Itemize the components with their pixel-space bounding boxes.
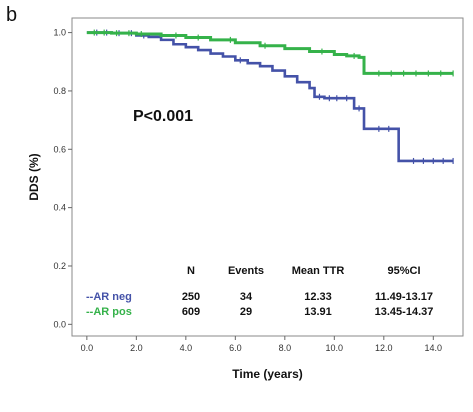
table-header: 95%CI	[387, 265, 420, 277]
table-cell: 12.33	[304, 291, 332, 303]
series-line-ar-neg	[86, 31, 454, 163]
x-tick-label: 8.0	[279, 343, 292, 353]
y-tick-label: 0.0	[53, 319, 66, 329]
table-header: N	[187, 265, 195, 277]
y-tick-label: 0.6	[53, 144, 66, 154]
table-cell: 250	[182, 291, 200, 303]
x-tick-label: 0.0	[81, 343, 94, 353]
x-tick-label: 4.0	[180, 343, 193, 353]
table-cell: 11.49-13.17	[375, 291, 433, 303]
y-tick-label: 0.8	[53, 86, 66, 96]
y-tick-label: 0.2	[53, 261, 66, 271]
table-cell: 13.45-14.37	[375, 306, 434, 318]
x-tick-label: 10.0	[326, 343, 344, 353]
x-tick-label: 6.0	[229, 343, 242, 353]
x-tick-label: 12.0	[375, 343, 393, 353]
y-tick-label: 1.0	[53, 28, 66, 38]
table-row-label: --AR pos	[86, 306, 132, 318]
panel-label: b	[6, 4, 18, 26]
x-axis-label: Time (years)	[232, 367, 302, 381]
p-value-annotation: P<0.001	[133, 108, 193, 125]
x-tick-label: 14.0	[425, 343, 443, 353]
table-cell: 29	[240, 306, 252, 318]
table-cell: 609	[182, 306, 200, 318]
x-tick-label: 2.0	[130, 343, 143, 353]
y-axis-label: DDS (%)	[27, 153, 41, 200]
series-line-ar-pos	[86, 31, 454, 75]
table-cell: 34	[240, 291, 253, 303]
table-header: Events	[228, 265, 264, 277]
table-row-label: --AR neg	[86, 291, 132, 303]
table-header: Mean TTR	[292, 265, 345, 277]
plot-frame	[71, 17, 464, 337]
table-cell: 13.91	[304, 306, 332, 318]
y-tick-label: 0.4	[53, 203, 66, 213]
